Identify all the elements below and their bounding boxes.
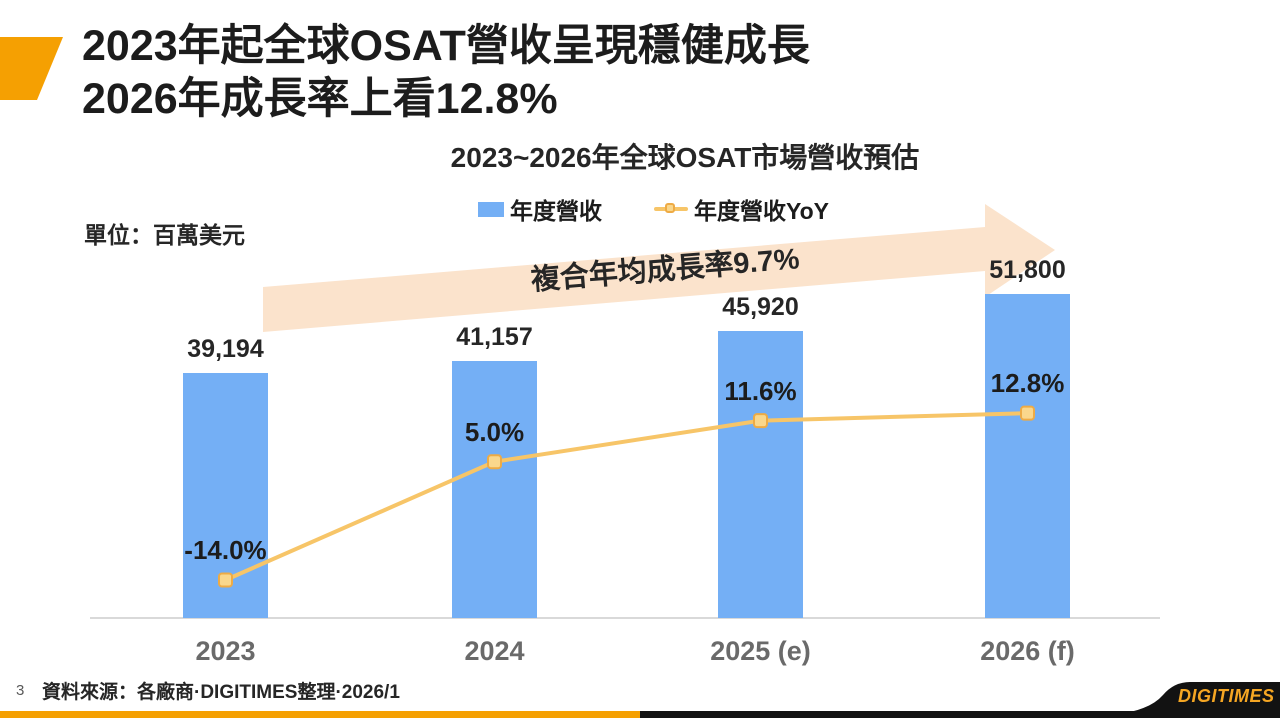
revenue-value-label: 45,920 [722,293,799,321]
revenue-value-label: 41,157 [456,322,533,351]
revenue-value-label: 39,194 [187,335,264,364]
yoy-value-label: 12.8% [990,368,1065,399]
slide-title-line2: 2026年成長率上看12.8% [82,75,558,124]
yoy-value-label: 11.6% [724,375,797,406]
page-number: 3 [16,682,25,699]
revenue-bar-2026 [985,294,1070,618]
title-accent-shape [0,37,63,100]
x-axis-label: 2026 (f) [980,636,1075,666]
slide-title: 2023年起全球OSAT營收呈現穩健成長 2026年成長率上看12.8% [82,20,1182,127]
digitimes-logo: DIGITIMES [1178,686,1275,706]
slide-title-line1: 2023年起全球OSAT營收呈現穩健成長 [82,22,810,70]
x-axis-line [90,617,1160,619]
revenue-bar-2025 [718,331,803,618]
source-note: 資料來源：各廠商·DIGITIMES整理·2026/1 [42,682,400,703]
yoy-value-label: 5.0% [464,416,525,447]
x-axis-label: 2025 (e) [710,636,811,666]
x-axis-label: 2023 [195,636,256,666]
revenue-bar-2024 [452,360,537,618]
x-axis-label: 2024 [464,636,525,666]
unit-label: 單位：百萬美元 [84,222,245,248]
revenue-value-label: 51,800 [989,256,1066,285]
chart-title: 2023~2026年全球OSAT市場營收預估 [450,142,920,173]
revenue-bar-2023 [183,373,268,618]
yoy-value-label: -14.0% [184,535,267,565]
